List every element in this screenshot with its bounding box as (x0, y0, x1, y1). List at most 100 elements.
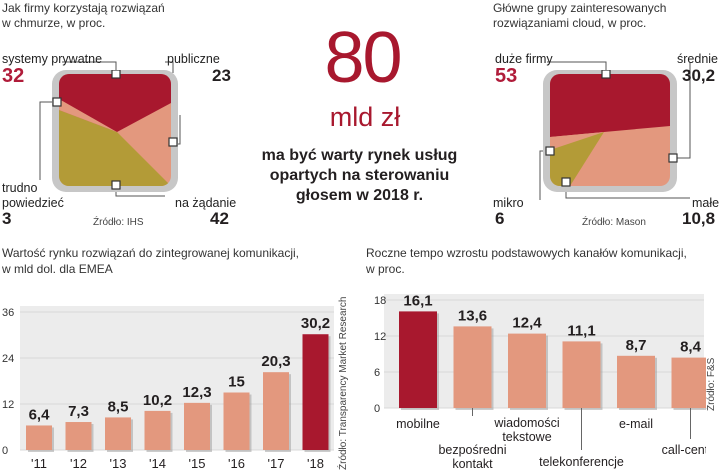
bar2-bar (617, 355, 655, 408)
bar1-value-label: 8,5 (108, 398, 129, 415)
pie2-marker-left (545, 146, 555, 156)
bar2-xtick: tekstowe (502, 430, 551, 444)
bar1-xtick: '17 (268, 456, 285, 471)
bar2-value-label: 11,1 (567, 322, 595, 339)
bar1-value-label: 12,3 (182, 384, 211, 401)
bar1-title-line1: Wartość rynku rozwiązań do zintegrowanej… (2, 246, 300, 260)
bar2-xtick: telekonferencje (539, 455, 624, 469)
bar1-xtick: '18 (307, 456, 324, 471)
bar2-xtick: call-center (662, 443, 706, 457)
bar1-ytick: 12 (2, 399, 14, 411)
bar2-ytick: 6 (374, 367, 380, 379)
bar2-ytick: 12 (374, 331, 386, 343)
bar1-value-label: 30,2 (301, 315, 330, 332)
bar1-title-line2: w mld dol. dla EMEA (2, 262, 113, 276)
bar1-ytick: 36 (2, 307, 14, 319)
pie1-title-line2: w chmurze, w proc. (2, 16, 106, 30)
pie1-graphic (52, 70, 178, 192)
pie2-label-micro: mikro (493, 196, 524, 210)
pie1-title-line1: Jak firmy korzystają rozwiązań (2, 1, 165, 15)
bar1-bar (263, 372, 289, 450)
pie1-marker-bottom (111, 180, 121, 190)
bar2-value-label: 8,7 (626, 337, 647, 354)
bar1-xtick: '14 (149, 456, 166, 471)
bar2-bar (399, 311, 437, 408)
bar1-value-label: 20,3 (261, 353, 290, 370)
bar2-value-label: 12,4 (512, 315, 542, 332)
bar2-xtick: e-mail (619, 417, 653, 431)
bar2-value-label: 16,1 (403, 292, 432, 309)
bar1-bar (65, 422, 92, 450)
pie2-slice-duze (550, 74, 670, 137)
pie1-slice-trudno (59, 99, 117, 132)
pie2-slice-male (550, 132, 604, 186)
pie2-source: Źródło: Mason (582, 217, 646, 228)
pie2-value-small: 10,8 (682, 209, 716, 228)
pie1-label-private: systemy prywatne (2, 52, 103, 66)
pie1-value-hard: 3 (2, 209, 12, 228)
bar2-value-label: 8,4 (680, 339, 702, 356)
bar1-xtick: '16 (228, 456, 245, 471)
pie2-value-big: 53 (495, 65, 518, 87)
bar1-xtick: '13 (110, 456, 127, 471)
bar2-value-label: 13,6 (458, 307, 487, 324)
pie1-source: Źródło: IHS (93, 217, 144, 228)
bar1-xtick: '11 (31, 456, 47, 471)
pie1-marker-right (168, 137, 178, 147)
pie1-label-public: publiczne (167, 52, 220, 66)
headline-number: 80 (324, 18, 402, 98)
bar1-bar (302, 334, 329, 450)
bar2-title-line1: Roczne tempo wzrostu podstawowych kanałó… (366, 246, 687, 260)
bar2-bar (562, 341, 601, 408)
pie2-title-line2: rozwiązaniami cloud, w proc. (493, 16, 647, 30)
bar2-title-line2: w proc. (366, 262, 405, 276)
pie1-marker-left (52, 97, 62, 107)
pie1-slice-na-zadanie (59, 110, 171, 186)
pie2-title-line1: Główne grupy zainteresowanych (493, 1, 667, 15)
pie1-label-demand: na żądanie (175, 196, 237, 210)
bar2-bar (671, 357, 706, 408)
pie1-label-hard-l1: trudno (2, 181, 38, 195)
pie2-graphic (543, 70, 678, 192)
headline-unit: mld zł (329, 102, 401, 132)
pie1-value-public: 23 (212, 66, 231, 85)
bar2-xtick: wiadomości (493, 416, 559, 430)
bar1-bar (184, 402, 210, 450)
bar1-bar (105, 417, 131, 450)
pie1-value-private: 32 (2, 65, 25, 87)
bar1-bar (144, 410, 171, 450)
bar2-ytick: 18 (374, 295, 386, 307)
bar2-xtick: mobilne (396, 417, 440, 431)
bar1-bar (26, 425, 52, 450)
headline-text: ma być warty rynek usług opartych na ste… (261, 147, 458, 204)
pie1-value-demand: 42 (210, 209, 229, 228)
pie2-marker-right (668, 153, 678, 163)
bar1-value-label: 7,3 (68, 403, 89, 420)
bar2-xtick: bezpośredni (438, 443, 506, 457)
pie2-value-mid: 30,2 (682, 66, 716, 85)
bar2-bar (453, 326, 492, 408)
bar1-ytick: 24 (2, 353, 14, 365)
bar1-value-label: 10,2 (143, 392, 172, 409)
bar1-xtick: '15 (189, 456, 206, 471)
bar1-bar (223, 392, 250, 450)
bar1-value-label: 6,4 (29, 406, 51, 423)
bar1-value-label: 15 (228, 374, 245, 391)
pie1-marker-top (111, 70, 121, 79)
bar2-xtick: kontakt (452, 457, 493, 471)
pie2-label-big: duże firmy (495, 52, 553, 66)
pie2-label-small: małe (692, 196, 720, 210)
pie2-label-mid: średnie (677, 52, 718, 66)
bar2-bar (508, 333, 546, 408)
pie2-marker-bottom (561, 177, 571, 187)
bar1-chart: 0 12 24 36 6,4 7,3 8,5 10,2 12,3 15 20,3 30,2 '11 '12… (2, 306, 334, 471)
bar1-xtick: '12 (70, 456, 87, 471)
bar2-ytick: 0 (374, 403, 380, 415)
pie2-value-micro: 6 (495, 209, 505, 228)
pie2-marker-top (601, 70, 611, 79)
bar1-source: Źródło: Transparency Market Research (338, 296, 349, 470)
bar1-ytick: 0 (2, 445, 8, 457)
bar2-chart: 0 6 12 18 16,1 13,6 12,4 11,1 8,7 8,4 mobilne bezpo… (374, 292, 706, 471)
bar2-source: Źródło: F&S (706, 357, 717, 411)
pie1-label-hard-l2: powiedzieć (2, 196, 64, 210)
